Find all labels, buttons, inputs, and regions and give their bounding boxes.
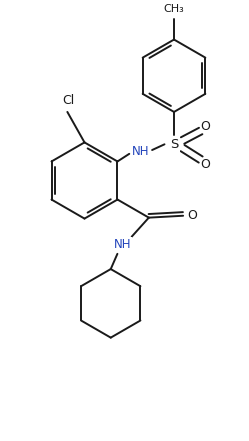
Text: NH: NH	[113, 238, 131, 251]
Text: O: O	[200, 158, 210, 171]
Text: S: S	[170, 138, 178, 151]
Text: O: O	[200, 120, 210, 133]
Text: CH₃: CH₃	[164, 4, 185, 14]
Text: O: O	[187, 209, 197, 222]
Text: NH: NH	[132, 146, 149, 158]
Text: Cl: Cl	[62, 94, 74, 107]
